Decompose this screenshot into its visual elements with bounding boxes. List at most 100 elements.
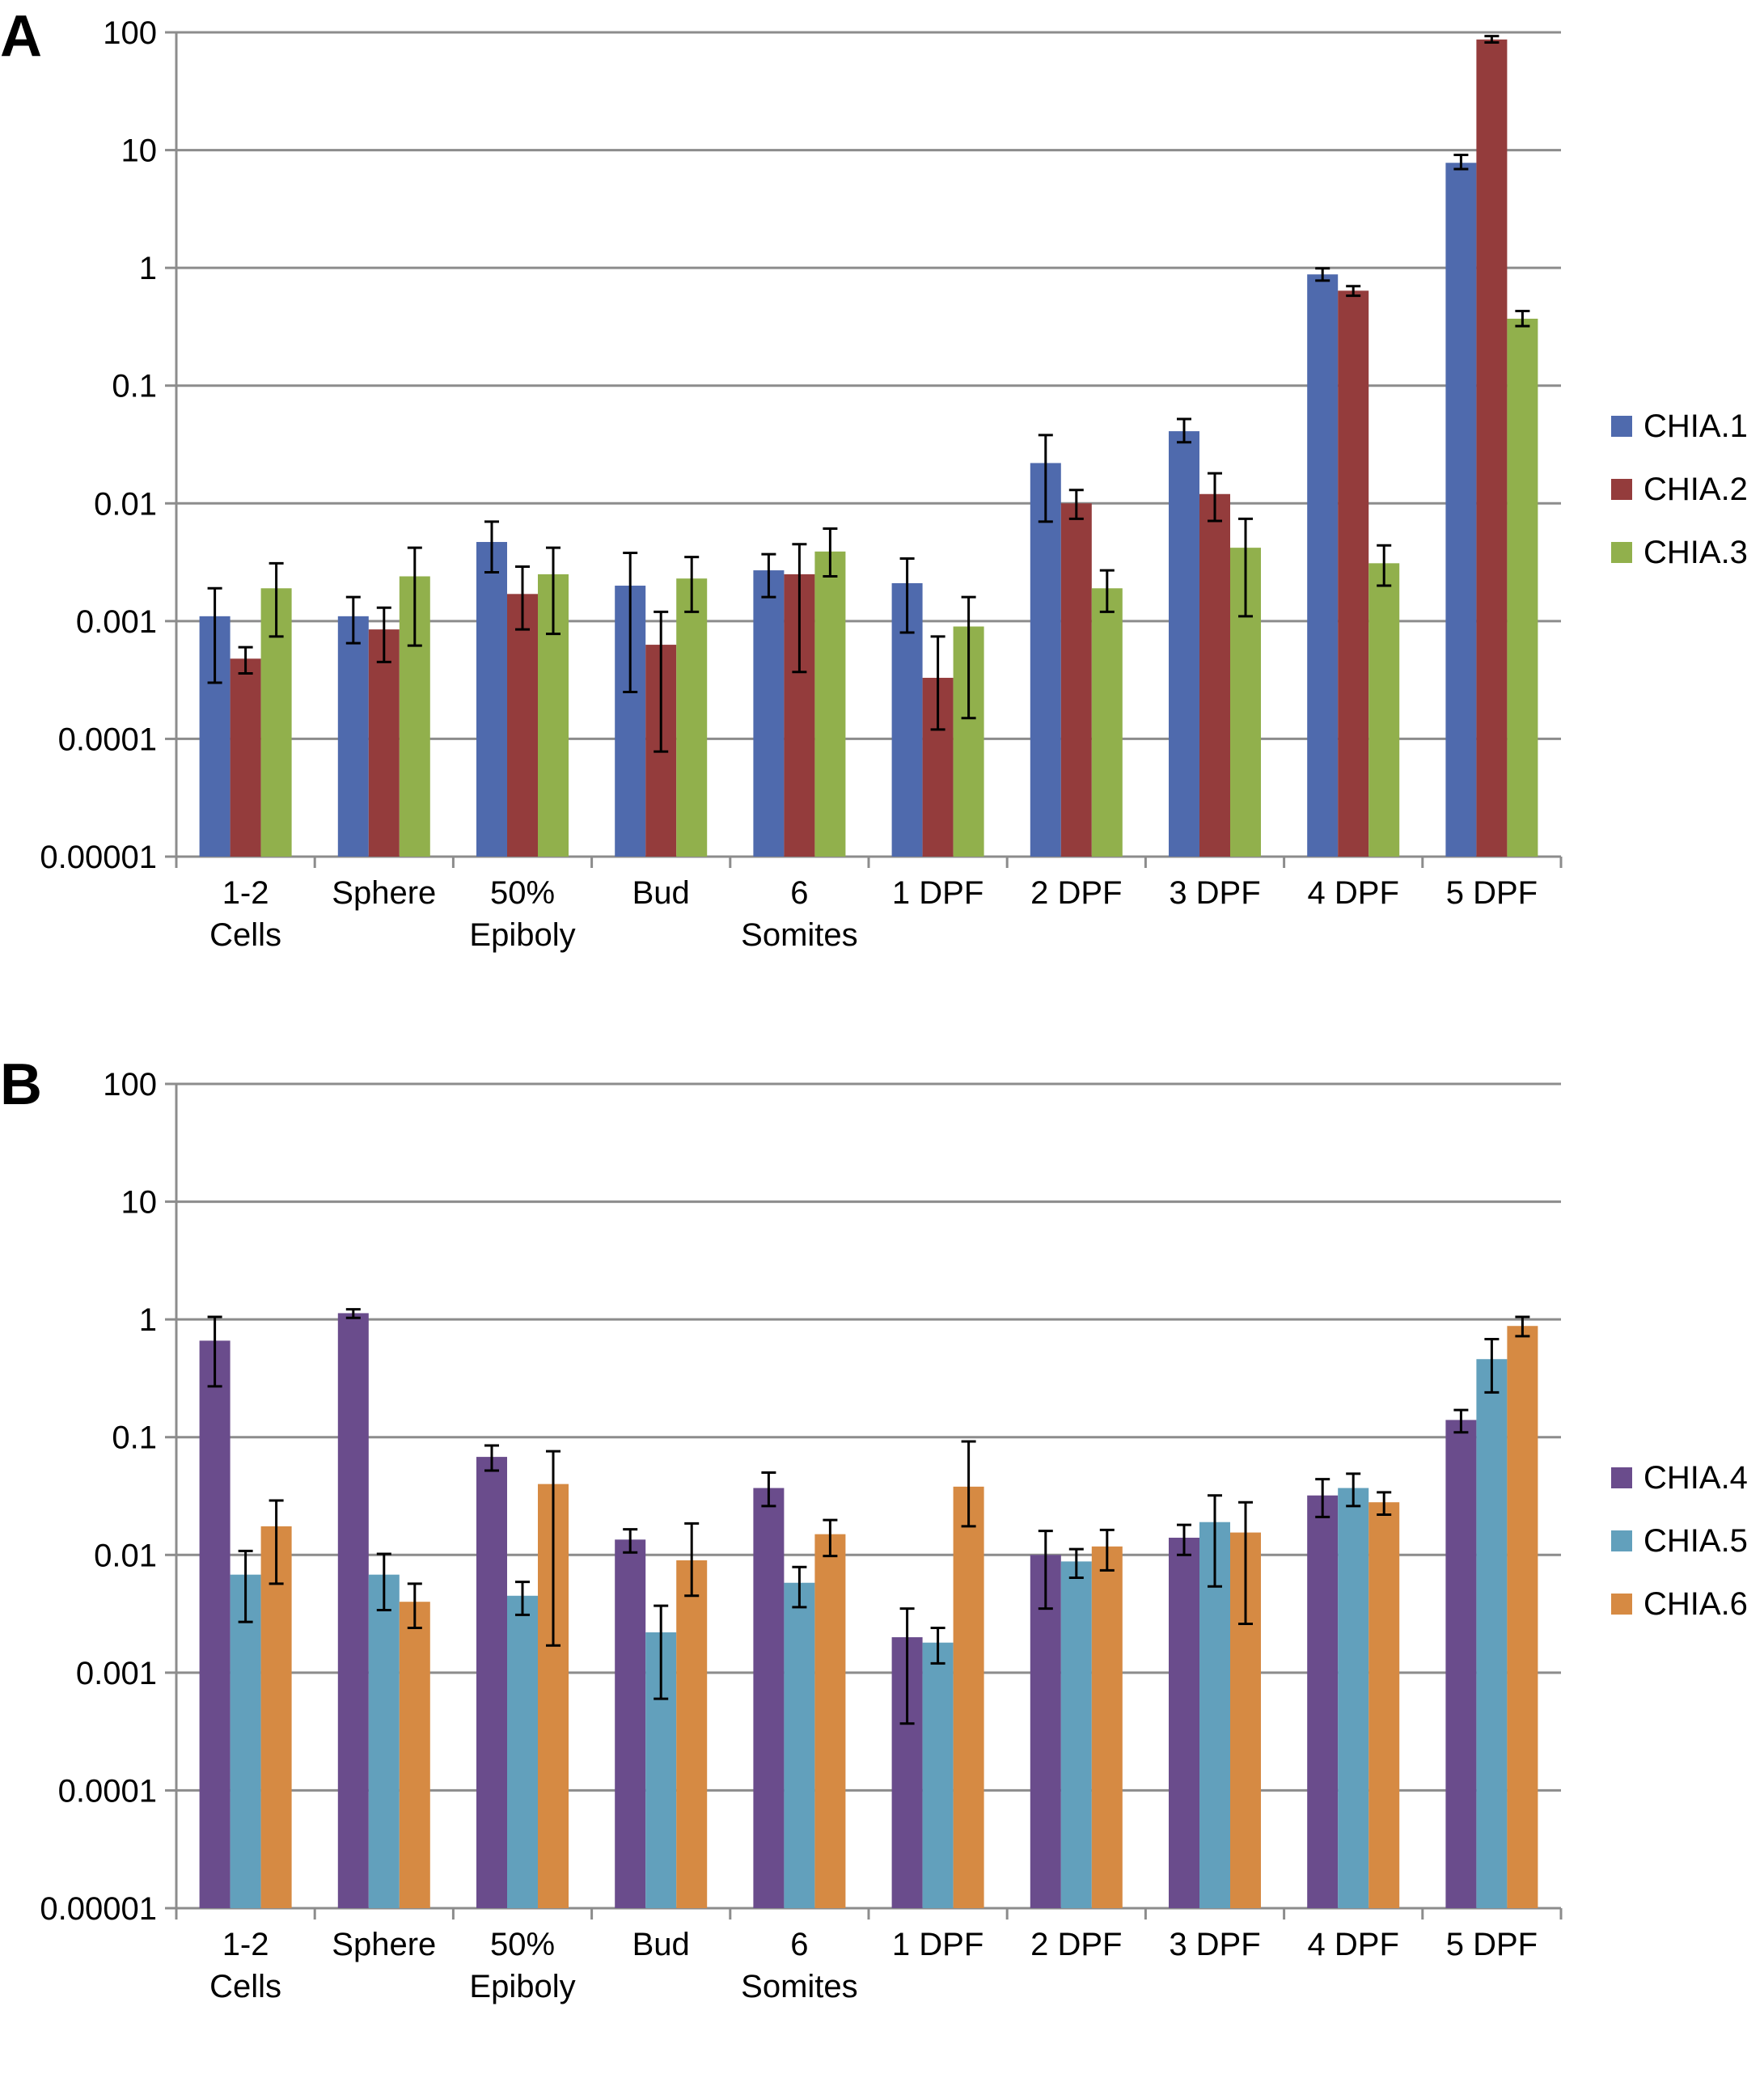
bar-chia-4 <box>1445 1420 1477 1908</box>
x-tick-label: 50% <box>490 875 555 911</box>
bar-chia-4 <box>199 1340 231 1908</box>
error-bar <box>1068 1547 1084 1580</box>
error-bar <box>1515 309 1530 328</box>
legend-item: CHIA.4 <box>1611 1460 1748 1496</box>
error-bar <box>1099 569 1115 613</box>
legend-item: CHIA.1 <box>1611 408 1748 444</box>
x-tick-label: Sphere <box>332 875 436 911</box>
error-bar <box>207 586 222 684</box>
error-bar <box>546 1450 561 1647</box>
legend-item: CHIA.2 <box>1611 472 1748 507</box>
bar-chia-5 <box>230 1574 261 1908</box>
error-bar <box>269 1499 284 1585</box>
x-tick-label: 1-2 <box>222 875 269 911</box>
bar-chia-2 <box>1060 503 1092 857</box>
error-bar <box>1038 1530 1053 1611</box>
bar-chia-3 <box>814 551 846 857</box>
chart-b: 100 10 1 0.1 0.01 0.001 0.0001 0.00001 1-2 Cells S… <box>40 1067 1748 2004</box>
error-bar <box>1346 1472 1361 1508</box>
error-bar <box>823 527 838 578</box>
error-bar <box>238 645 253 675</box>
y-tick-label: 0.01 <box>94 486 157 522</box>
error-bar <box>345 1308 361 1319</box>
bar-chia-5 <box>1338 1488 1369 1908</box>
bar-chia-6 <box>953 1486 984 1908</box>
error-bar <box>761 1471 776 1508</box>
y-tick-label: 100 <box>103 1067 157 1103</box>
error-bar <box>792 1565 807 1609</box>
x-tick-label: 5 DPF <box>1446 1927 1538 1962</box>
error-bar <box>792 543 807 674</box>
error-bar <box>1208 472 1222 523</box>
y-tick-label: 0.001 <box>76 1656 157 1691</box>
x-tick-label: Bud <box>632 875 690 911</box>
bar-chia-2 <box>1338 290 1369 857</box>
legend-swatch <box>1611 479 1632 500</box>
error-bar <box>1177 1523 1191 1556</box>
legend-swatch <box>1611 416 1632 437</box>
x-tick-label: 2 DPF <box>1030 1927 1122 1962</box>
y-tick-label: 0.0001 <box>58 1773 157 1809</box>
x-tick-label: 6 <box>790 875 808 911</box>
x-tick-label: 6 <box>790 1927 808 1962</box>
bar-chia-3 <box>1091 588 1123 857</box>
bar-chia-6 <box>1091 1546 1123 1908</box>
error-bar <box>930 1627 945 1665</box>
error-bar <box>1238 517 1253 618</box>
legend-label: CHIA.6 <box>1643 1586 1748 1622</box>
error-bar <box>930 635 945 731</box>
bar-chia-6 <box>260 1526 292 1908</box>
bar-chia-1 <box>1169 431 1199 857</box>
bar-chia-6 <box>814 1534 846 1908</box>
error-bar <box>899 557 915 634</box>
error-bar <box>823 1518 838 1558</box>
x-tick-label: Epiboly <box>469 917 575 953</box>
bar-chia-5 <box>922 1642 954 1908</box>
y-tick-label: 10 <box>121 133 158 169</box>
bar-chia-1 <box>476 542 507 857</box>
x-tick-label: 4 DPF <box>1308 1927 1399 1962</box>
y-tick-label: 0.00001 <box>40 840 157 875</box>
error-bar <box>1484 35 1500 44</box>
chart-a: 100 10 1 0.1 0.01 0.001 0.0001 0.00001 1-2 Cells S… <box>40 15 1748 953</box>
bar-chia-5 <box>1060 1561 1092 1908</box>
error-bar <box>623 551 638 693</box>
y-tick-label: 0.01 <box>94 1538 157 1573</box>
y-tick-label: 0.0001 <box>58 722 157 757</box>
error-bar <box>1238 1500 1253 1625</box>
x-tick-label: 2 DPF <box>1030 875 1122 911</box>
bar-chia-4 <box>1030 1555 1061 1908</box>
bar-chia-4 <box>476 1457 507 1908</box>
error-bar <box>515 1581 530 1616</box>
error-bar <box>407 546 422 647</box>
error-bar <box>407 1582 422 1630</box>
bar-chia-6 <box>1507 1326 1538 1908</box>
legend-swatch <box>1611 542 1632 563</box>
legend-swatch <box>1611 1467 1632 1488</box>
bar-chia-4 <box>1169 1538 1199 1908</box>
x-tick-label: Cells <box>209 917 281 953</box>
bar-chia-1 <box>337 616 369 857</box>
x-tick-label: Somites <box>741 1969 858 2004</box>
x-tick-label: 1 DPF <box>892 1927 984 1962</box>
bar-chia-3 <box>676 578 708 857</box>
legend-label: CHIA.4 <box>1643 1460 1748 1496</box>
x-tick-label: Somites <box>741 917 858 953</box>
y-tick-label: 0.00001 <box>40 1891 157 1927</box>
bar-chia-1 <box>753 570 785 857</box>
legend-item: CHIA.6 <box>1611 1586 1748 1622</box>
error-bar <box>546 546 561 636</box>
y-tick-label: 100 <box>103 15 157 51</box>
bar-chia-1 <box>1307 274 1339 857</box>
legend-item: CHIA.3 <box>1611 535 1748 570</box>
error-bar <box>345 595 361 645</box>
x-tick-label: 5 DPF <box>1446 875 1538 911</box>
error-bar <box>1038 434 1053 523</box>
x-tick-label: Cells <box>209 1969 281 2004</box>
error-bar <box>1068 489 1084 520</box>
bar-chia-3 <box>1368 563 1400 857</box>
x-tick-label: 3 DPF <box>1169 875 1260 911</box>
x-tick-label: 4 DPF <box>1308 875 1399 911</box>
error-bar <box>899 1607 915 1725</box>
error-bar <box>654 1604 669 1700</box>
